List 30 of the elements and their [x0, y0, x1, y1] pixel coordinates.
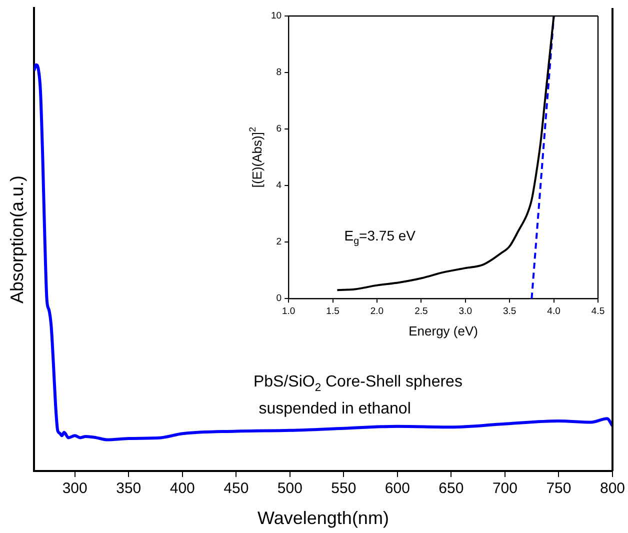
- x-tick-label: 650: [438, 480, 464, 498]
- y-tick-label: 2: [276, 236, 282, 248]
- x-tick-label: 800: [600, 480, 625, 498]
- x-tick-label: 350: [116, 480, 142, 498]
- y-axis-title: [(E)(Abs)]2: [247, 126, 265, 188]
- x-tick-label: 450: [224, 480, 249, 498]
- y-axis-title: Absorption(a.u.): [6, 175, 27, 304]
- x-tick-label: 2.0: [370, 306, 384, 317]
- x-tick-label: 1.0: [282, 306, 296, 317]
- x-tick-label: 700: [492, 480, 518, 498]
- y-tick-label: 0: [276, 293, 282, 304]
- x-tick-label: 3.5: [502, 306, 516, 317]
- x-tick-label: 2.5: [414, 306, 428, 317]
- x-axis-title: Energy (eV): [408, 324, 478, 339]
- x-tick-label: 300: [62, 480, 88, 498]
- x-axis-title: Wavelength(nm): [258, 508, 389, 528]
- x-tick-label: 500: [277, 480, 302, 498]
- annotation: suspended in ethanol: [258, 400, 411, 418]
- x-tick-label: 4.0: [547, 306, 560, 317]
- x-tick-label: 600: [384, 480, 410, 498]
- y-tick-label: 8: [276, 67, 282, 78]
- x-tick-label: 1.5: [326, 306, 340, 317]
- y-tick-label: 10: [270, 10, 282, 22]
- x-tick-label: 550: [331, 480, 356, 498]
- x-tick-label: 4.5: [591, 306, 605, 317]
- x-tick-label: 750: [546, 480, 572, 498]
- x-tick-label: 400: [170, 480, 195, 498]
- y-tick-label: 4: [276, 180, 282, 192]
- x-tick-label: 3.0: [458, 306, 472, 317]
- y-tick-label: 6: [276, 124, 282, 135]
